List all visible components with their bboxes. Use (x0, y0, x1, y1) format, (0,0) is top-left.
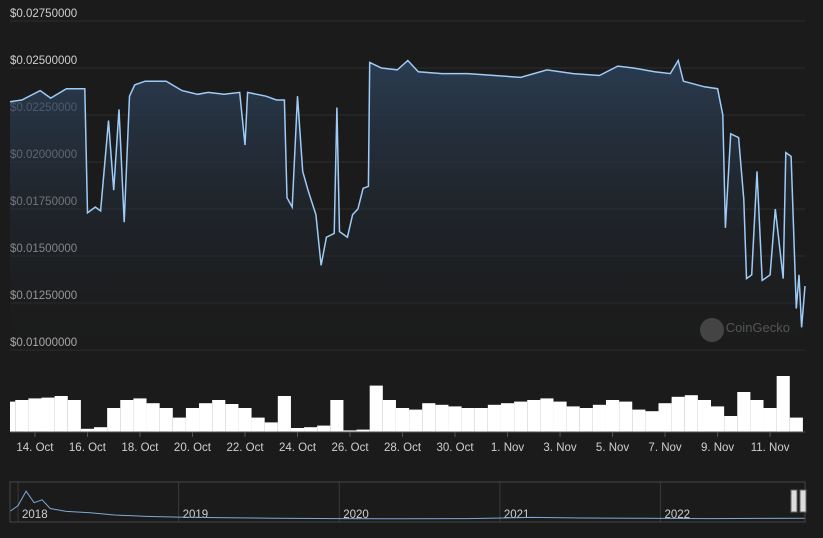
volume-bar (343, 430, 357, 432)
volume-bar (304, 427, 318, 432)
volume-bar (356, 429, 370, 432)
x-tick-label: 3. Nov (543, 442, 576, 454)
x-tick-label: 14. Oct (16, 442, 54, 454)
volume-bar (277, 396, 291, 432)
volume-bar (120, 400, 134, 432)
x-tick-label: 18. Oct (121, 442, 159, 454)
volume-bar (540, 398, 554, 432)
navigator-label: 2019 (183, 509, 209, 521)
x-tick-label: 30. Oct (436, 442, 474, 454)
x-tick-label: 24. Oct (279, 442, 317, 454)
volume-bar (776, 376, 790, 432)
volume-bar (724, 416, 738, 432)
volume-bar (422, 403, 436, 432)
volume-bar (290, 428, 305, 432)
volume-bar (330, 400, 344, 432)
volume-bar (28, 398, 42, 432)
volume-bar (632, 409, 646, 432)
volume-bar (409, 409, 423, 432)
volume-bar (448, 406, 462, 432)
volume-bar (605, 400, 620, 432)
volume-bar (658, 403, 672, 432)
volume-bar (711, 406, 725, 432)
x-tick-label: 7. Nov (648, 442, 681, 454)
volume-bar (185, 408, 200, 432)
volume-bar (146, 403, 160, 432)
price-line (9, 58, 806, 328)
y-tick-label: $0.02500000 (10, 55, 77, 67)
navigator-handle[interactable] (799, 489, 807, 513)
volume-bar (566, 406, 580, 432)
x-tick-label: 1. Nov (491, 442, 524, 454)
volume-bar (671, 396, 685, 432)
volume-bar (41, 397, 55, 432)
navigator-label: 2022 (664, 509, 690, 521)
volume-bar (212, 400, 226, 432)
volume-bar (67, 400, 81, 432)
volume-bar (435, 404, 449, 432)
volume-bar (369, 385, 383, 432)
x-tick-label: 22. Oct (226, 442, 264, 454)
volume-bar (527, 400, 541, 432)
volume-bar (789, 417, 803, 432)
volume-bar (737, 392, 751, 432)
area (10, 60, 805, 350)
y-tick-label: $0.02750000 (10, 8, 77, 20)
volume-bar (763, 408, 777, 432)
volume-bar (225, 404, 239, 432)
navigator-handle[interactable] (790, 489, 798, 513)
x-tick-label: 5. Nov (596, 442, 629, 454)
volume-bar (264, 422, 278, 432)
volume-bar (133, 398, 147, 432)
volume-bar (487, 404, 501, 432)
volume-bar (619, 401, 633, 432)
volume-bar (474, 408, 488, 432)
watermark-logo (700, 318, 724, 342)
volume-bar (684, 395, 698, 432)
x-tick-label: 26. Oct (331, 442, 369, 454)
navigator-label: 2021 (504, 509, 530, 521)
volume-bar (251, 417, 265, 432)
navigator-label: 2018 (22, 509, 48, 521)
volume-bar (238, 408, 252, 432)
volume-bar (80, 428, 95, 432)
x-tick-label: 28. Oct (384, 442, 422, 454)
volume-bar (317, 425, 331, 432)
volume-bar (750, 400, 764, 432)
volume-bar (395, 408, 410, 432)
navigator-label: 2020 (343, 509, 369, 521)
volume-bar (94, 427, 108, 432)
volume-bar (645, 411, 659, 432)
volume-bar (461, 408, 475, 432)
watermark: CoinGecko (726, 320, 790, 335)
volume-bar (382, 400, 396, 432)
volume-bar (697, 400, 712, 432)
volume-bar (10, 401, 16, 432)
volume-bar (592, 404, 606, 432)
volume-bar (514, 401, 528, 432)
x-tick-label: 9. Nov (701, 442, 734, 454)
volume-bar (500, 403, 515, 432)
x-tick-label: 20. Oct (174, 442, 212, 454)
volume-bar (159, 408, 173, 432)
volume-bar (579, 408, 593, 432)
volume-bar (15, 400, 29, 432)
volume-bar (199, 403, 213, 432)
volume-bar (54, 396, 68, 432)
volume-bar (172, 417, 186, 432)
volume-bar (107, 408, 121, 432)
volume-bar (553, 401, 567, 432)
x-tick-label: 16. Oct (69, 442, 107, 454)
x-tick-label: 11. Nov (751, 442, 790, 454)
navigator-line (9, 490, 806, 520)
